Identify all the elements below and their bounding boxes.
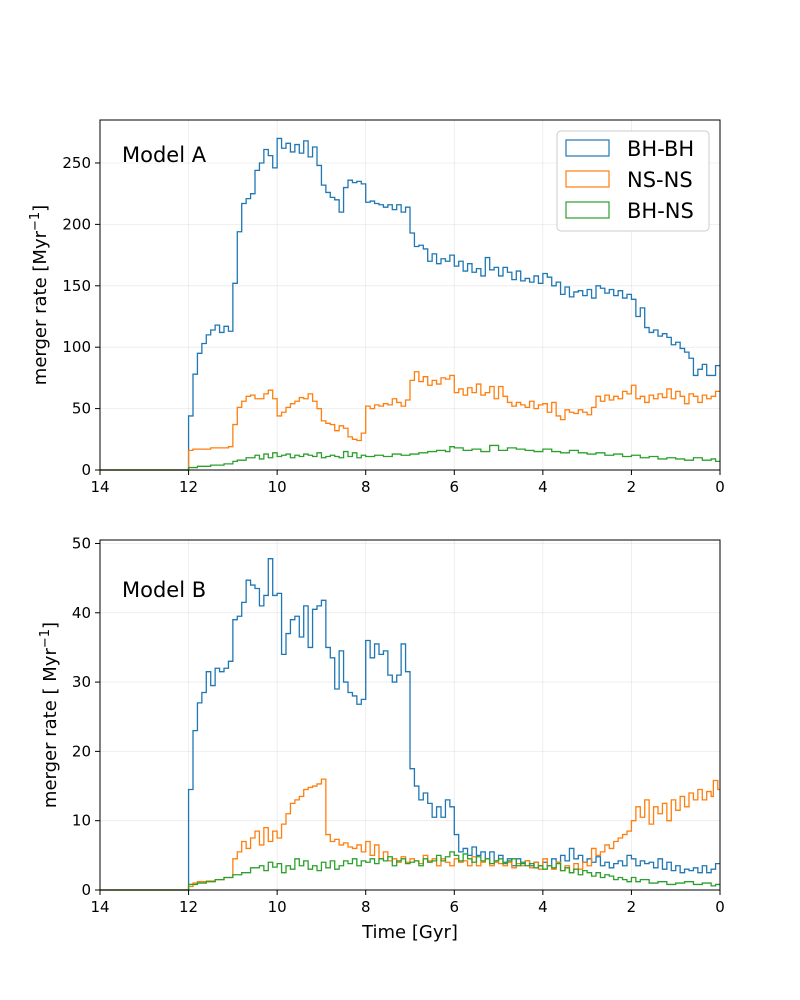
x-tick-label: 0 [715,898,725,916]
x-axis-label: Time [Gyr] [361,922,458,943]
x-tick-label: 0 [715,478,725,496]
x-tick-label: 12 [179,478,198,496]
y-tick-label: 30 [72,673,91,691]
y-tick-label: 0 [81,461,91,479]
x-tick-label: 2 [627,478,637,496]
x-tick-label: 8 [361,898,371,916]
y-axis-label-b: merger rate [ Myr−1] [38,622,61,808]
y-tick-label: 50 [72,534,91,552]
y-label-b-text: merger rate [ Myr [40,648,61,809]
model-a-label: Model A [122,143,207,167]
series-layer-b [100,558,720,891]
y-tick-label: 40 [72,604,91,622]
y-tick-label: 250 [62,154,91,172]
x-tick-label: 10 [268,478,287,496]
y-label-b-end: ] [40,622,61,629]
x-tick-label: 2 [627,898,637,916]
panel-model-a: 14 12 10 8 6 4 2 0 0 50 100 150 200 250 Model A merg… [28,119,725,496]
plot-frame-a [99,119,721,471]
x-tick-label: 10 [268,898,287,916]
model-b-label: Model B [122,578,206,602]
series-ns-ns-line [100,371,720,471]
x-tick-label: 4 [538,478,548,496]
series-bh-ns-line [100,851,720,891]
series-layer-a [100,137,720,471]
legend-label-bh-bh: BH-BH [627,137,694,161]
x-tick-label: 6 [450,478,460,496]
y-axis-a: 0 50 100 150 200 250 [62,154,100,479]
legend-swatch-bh-ns [565,201,610,219]
y-label-a-sup: −1 [28,212,43,231]
y-tick-label: 200 [62,215,91,233]
x-tick-label: 4 [538,898,548,916]
plot-frame-b [99,539,721,891]
x-tick-label: 14 [90,478,109,496]
y-tick-label: 0 [81,881,91,899]
legend-label-bh-ns: BH-NS [627,199,694,223]
legend: BH-BH NS-NS BH-NS [556,130,710,232]
x-axis-b: 14 12 10 8 6 4 2 0 [90,890,725,916]
y-label-a-end: ] [30,205,51,212]
legend-swatch-ns-ns [565,170,610,188]
y-axis-b: 0 10 20 30 40 50 [72,534,100,899]
y-label-a-text: merger rate [Myr [30,230,51,385]
y-tick-label: 20 [72,742,91,760]
x-tick-label: 14 [90,898,109,916]
x-tick-label: 6 [450,898,460,916]
y-tick-label: 10 [72,812,91,830]
legend-label-ns-ns: NS-NS [627,168,693,192]
x-axis-a: 14 12 10 8 6 4 2 0 [90,470,725,496]
series-bh-bh-line [100,137,720,471]
y-label-b-sup: −1 [38,629,53,648]
x-tick-label: 12 [179,898,198,916]
series-ns-ns-line [100,778,720,891]
legend-swatch-bh-bh [565,139,610,157]
x-tick-label: 8 [361,478,371,496]
series-bh-ns-line [100,444,720,471]
y-tick-label: 150 [62,277,91,295]
series-bh-bh-line [100,558,720,891]
y-tick-label: 50 [72,400,91,418]
y-axis-label-a: merger rate [Myr−1] [28,205,51,385]
y-tick-label: 100 [62,338,91,356]
